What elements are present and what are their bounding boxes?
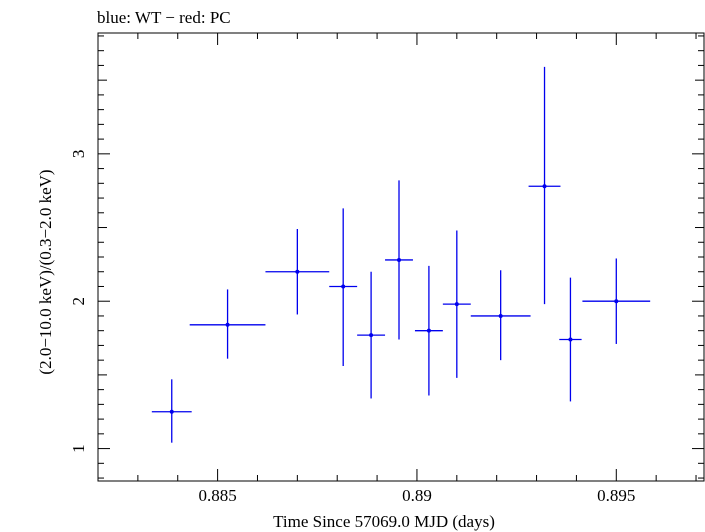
x-axis-label: Time Since 57069.0 MJD (days) [273, 512, 495, 531]
point-marker [169, 409, 174, 414]
point-marker [568, 337, 573, 342]
point-marker [454, 302, 459, 307]
data-point [470, 270, 531, 361]
data-point [189, 289, 266, 359]
point-marker [542, 184, 547, 189]
point-marker [295, 269, 300, 274]
data-point [357, 271, 386, 399]
data-point [385, 180, 413, 340]
plot-frame [97, 32, 705, 482]
data-point [329, 208, 358, 367]
point-marker [426, 328, 431, 333]
data-point [151, 379, 192, 443]
y-axis-ticks: 1 2 3 [69, 35, 704, 479]
y-axis-label: (2.0−10.0 keV)/(0.3−2.0 keV) [36, 169, 55, 374]
point-marker [225, 322, 230, 327]
data-points [151, 66, 651, 443]
x-tick-label: 0.885 [198, 486, 236, 505]
point-marker [341, 284, 346, 289]
y-tick-label: 3 [69, 150, 88, 159]
chart-title: blue: WT − red: PC [97, 8, 231, 27]
data-point [265, 229, 330, 315]
point-marker [614, 299, 619, 304]
x-axis-ticks: 0.885 0.89 0.895 [97, 33, 697, 505]
data-point [414, 265, 443, 396]
data-point [528, 66, 561, 305]
y-tick-label: 1 [69, 444, 88, 453]
x-tick-label: 0.895 [597, 486, 635, 505]
data-point [559, 277, 582, 402]
data-point [442, 230, 471, 378]
point-marker [369, 333, 374, 338]
point-marker [397, 257, 402, 262]
data-point [582, 258, 651, 344]
x-tick-label: 0.89 [402, 486, 432, 505]
point-marker [498, 313, 503, 318]
y-tick-label: 2 [69, 297, 88, 306]
